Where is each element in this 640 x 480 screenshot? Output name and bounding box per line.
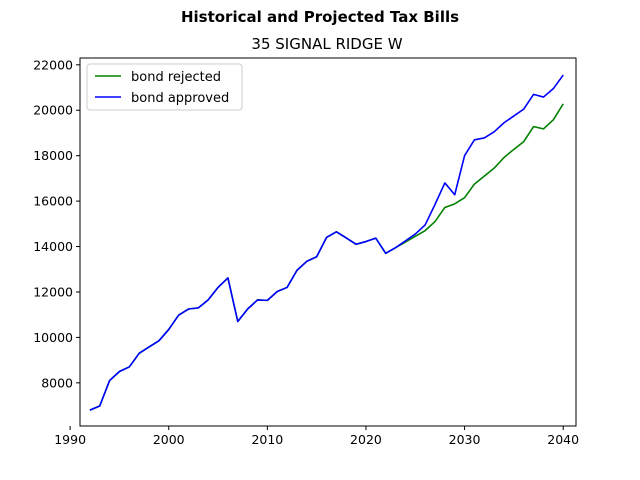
x-tick-label: 2020 <box>350 432 382 447</box>
y-tick-label: 10000 <box>33 330 73 345</box>
y-axis: 8000 10000 12000 14000 16000 18000 20000 22000 <box>33 57 80 390</box>
y-tick-label: 22000 <box>33 57 73 72</box>
chart-title: 35 SIGNAL RIDGE W <box>251 35 402 53</box>
y-tick-label: 14000 <box>33 239 73 254</box>
x-tick-label: 2010 <box>251 432 283 447</box>
y-tick-label: 16000 <box>33 194 73 209</box>
y-tick-label: 20000 <box>33 103 73 118</box>
legend-label-bond-approved: bond approved <box>131 91 229 106</box>
plot-frame <box>79 57 577 427</box>
x-tick-label: 2030 <box>449 432 481 447</box>
y-tick-label: 12000 <box>33 284 73 299</box>
series-group <box>89 74 564 411</box>
chart-suptitle: Historical and Projected Tax Bills <box>181 8 459 26</box>
series-line-bond-approved <box>89 74 564 411</box>
x-tick-label: 1990 <box>54 432 86 447</box>
y-tick-label: 18000 <box>33 148 73 163</box>
x-tick-label: 2000 <box>153 432 185 447</box>
x-axis: 1990 2000 2010 2020 2030 2040 <box>54 426 579 447</box>
legend-label-bond-rejected: bond rejected <box>131 70 221 85</box>
x-tick-label: 2040 <box>547 432 579 447</box>
legend-box <box>86 63 243 111</box>
y-tick-label: 8000 <box>41 375 73 390</box>
legend: bond rejected bond approved <box>86 63 243 111</box>
